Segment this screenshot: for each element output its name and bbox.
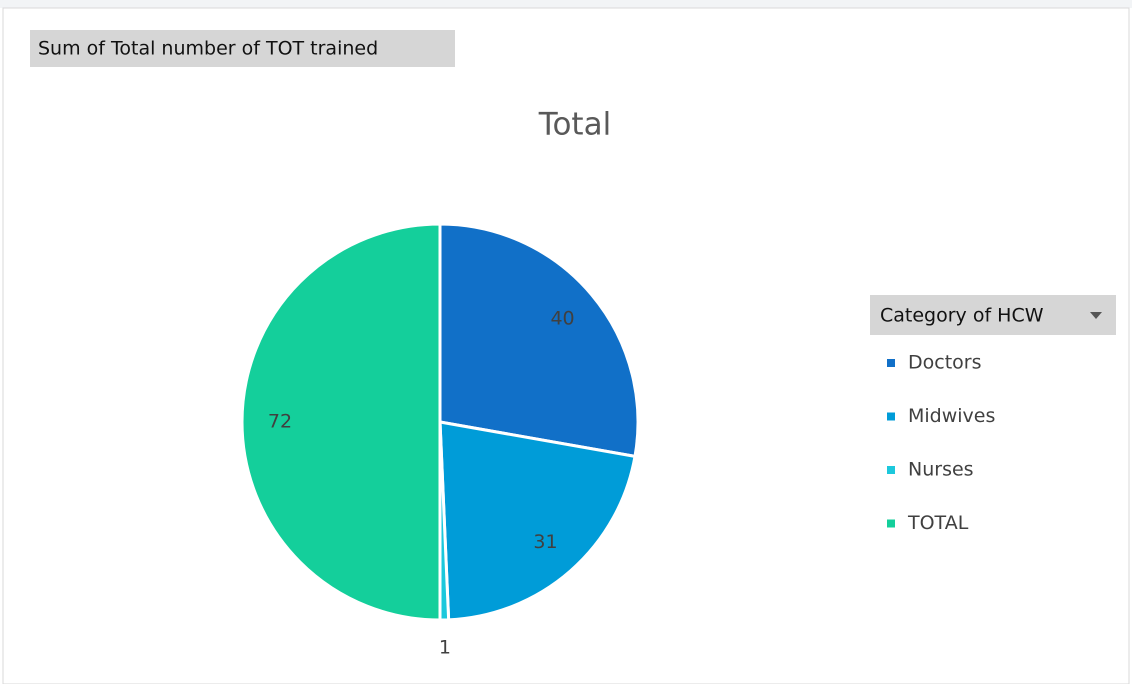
data-label: 72 [268,411,292,433]
field-button[interactable] [30,30,455,67]
legend-swatch [887,466,895,474]
legend-swatch [887,359,895,367]
pie-slice [438,222,640,459]
legend-swatch [887,519,895,528]
legend-label: Nurses [908,459,974,481]
top-strip [0,0,1132,8]
legend-label: Midwives [908,405,995,427]
pie-slice [438,420,637,622]
chart-border [2,7,1130,684]
data-label: 1 [439,636,451,658]
field-button-label: Sum of Total number of TOT trained [38,38,378,60]
legend-title: Category of HCW [880,305,1044,327]
legend-swatch [887,412,895,421]
chart-title: Total [538,107,611,143]
dropdown-arrow[interactable] [1090,312,1102,319]
legend-label: TOTAL [907,512,969,534]
legend-label: Doctors [908,352,982,374]
pie-slice [240,222,442,622]
data-label: 40 [550,308,574,330]
data-label: 31 [533,531,557,553]
legend-field-button[interactable] [870,295,1116,335]
